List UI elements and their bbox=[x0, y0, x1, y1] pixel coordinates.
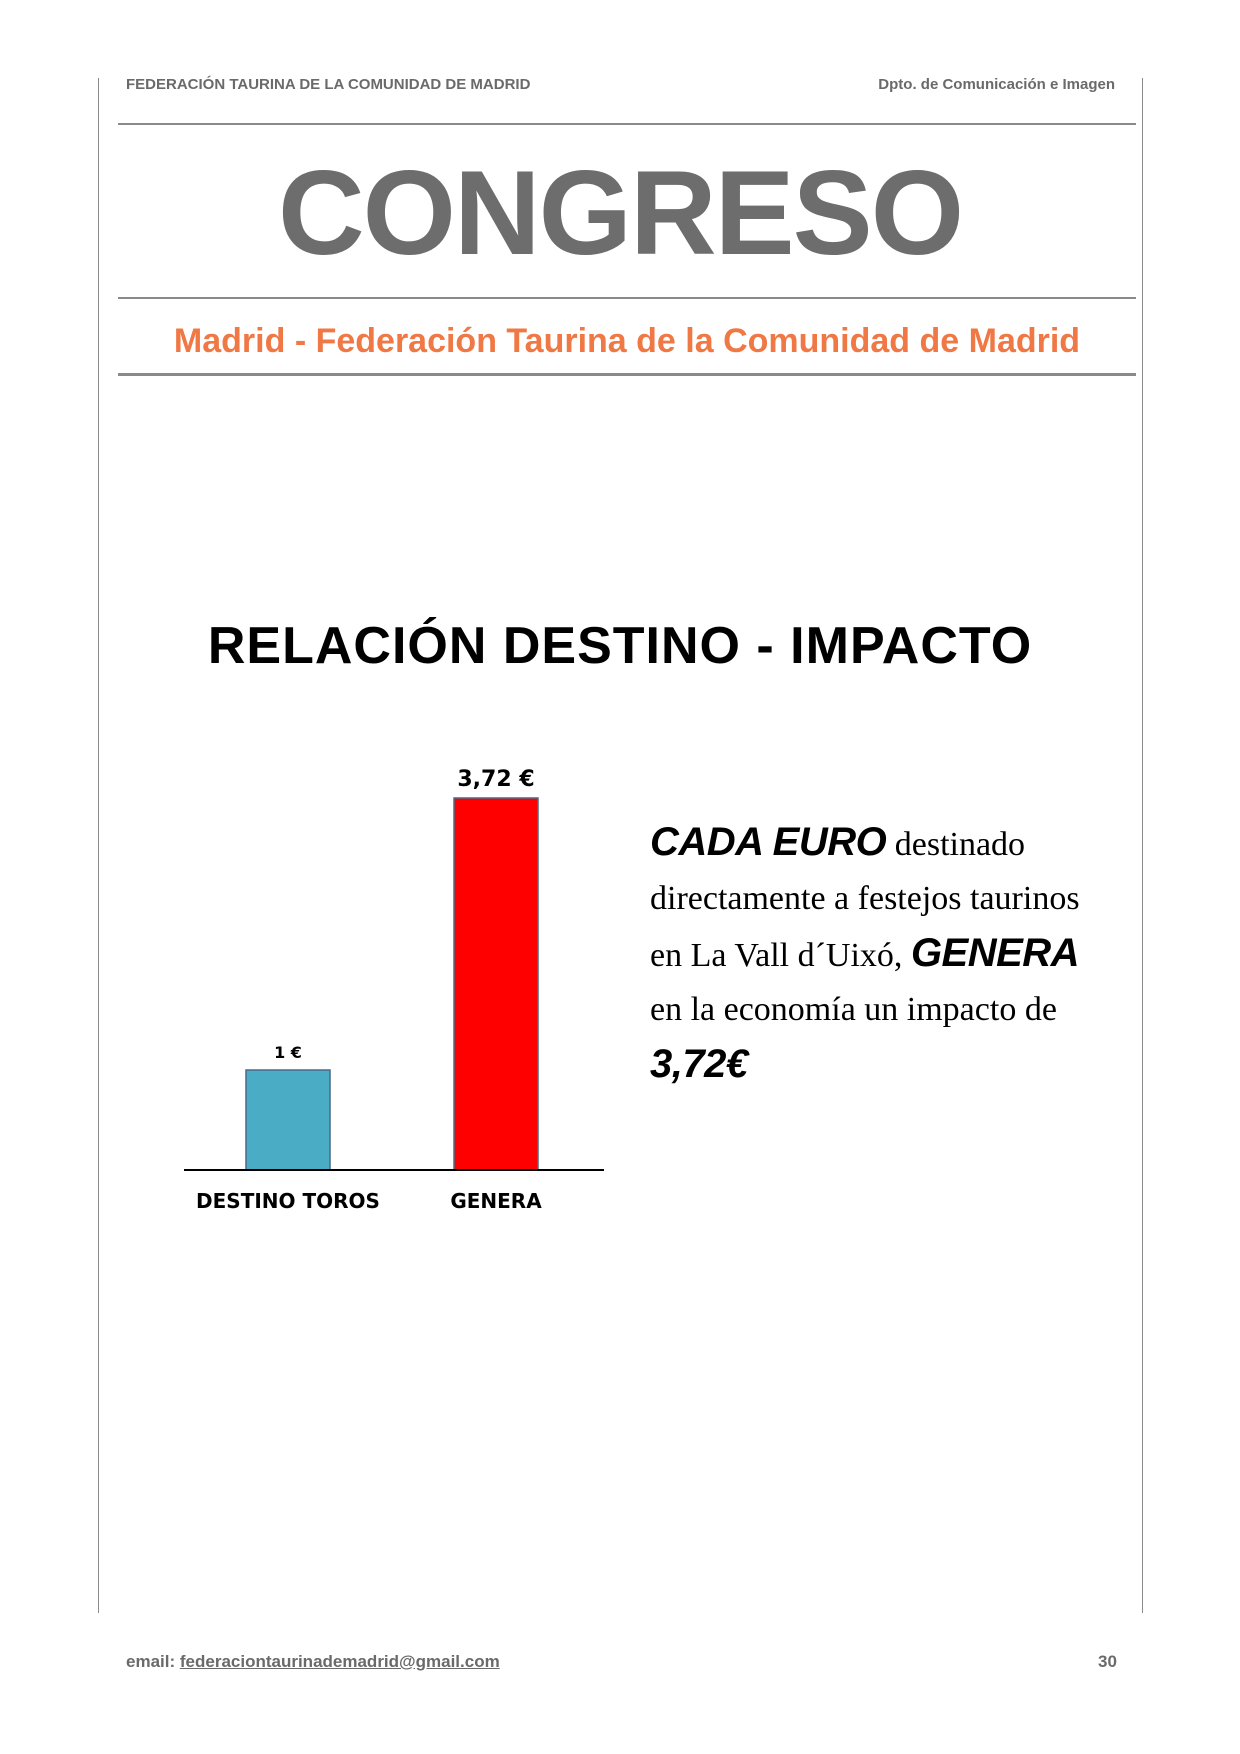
section-title: RELACIÓN DESTINO - IMPACTO bbox=[207, 617, 1033, 675]
emphasis-cada-euro: CADA EURO bbox=[650, 820, 887, 864]
email-link[interactable]: federaciontaurinademadrid@gmail.com bbox=[179, 1652, 500, 1671]
left-border-line bbox=[98, 78, 99, 1613]
right-border-line bbox=[1142, 78, 1143, 1613]
category-label-1: DESTINO TOROS bbox=[196, 1189, 380, 1213]
paragraph-text-2: en la economía un impacto de bbox=[650, 991, 1057, 1028]
category-label-2: GENERA bbox=[450, 1189, 542, 1213]
footer-email: email: federaciontaurinademadrid@gmail.c… bbox=[126, 1652, 500, 1672]
divider-top bbox=[118, 123, 1136, 125]
emphasis-genera: GENERA bbox=[910, 931, 1080, 975]
paragraph-text-1: destinado directamente a festejos taurin… bbox=[650, 826, 1080, 974]
bar-2 bbox=[453, 797, 539, 1171]
page-subtitle: Madrid - Federación Taurina de la Comuni… bbox=[173, 322, 1081, 360]
header-organization: FEDERACIÓN TAURINA DE LA COMUNIDAD DE MA… bbox=[126, 76, 531, 93]
divider-middle bbox=[118, 297, 1136, 299]
emphasis-amount: 3,72€ bbox=[650, 1042, 748, 1086]
footer-email-label: email: bbox=[126, 1652, 176, 1671]
data-label-1: 1 € bbox=[274, 1043, 302, 1062]
data-label-2: 3,72 € bbox=[457, 767, 534, 792]
impact-paragraph: CADA EURO destinado directamente a feste… bbox=[650, 815, 1100, 1094]
bar-1 bbox=[245, 1069, 331, 1171]
page-title: CONGRESO bbox=[277, 146, 964, 280]
bar-chart: 1 € DESTINO TOROS 3,72 € GENERA bbox=[184, 767, 604, 1213]
header-department: Dpto. de Comunicación e Imagen bbox=[878, 76, 1115, 93]
divider-bottom bbox=[118, 373, 1136, 376]
page-number: 30 bbox=[1098, 1652, 1117, 1671]
